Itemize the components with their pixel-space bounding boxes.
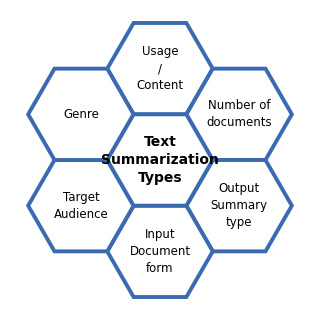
Text: Number of
documents: Number of documents bbox=[206, 99, 272, 129]
Text: Usage
/
Content: Usage / Content bbox=[136, 45, 184, 92]
Text: Output
Summary
type: Output Summary type bbox=[211, 182, 268, 229]
Polygon shape bbox=[107, 206, 213, 297]
Text: Input
Document
form: Input Document form bbox=[129, 228, 191, 275]
Text: Genre: Genre bbox=[63, 108, 99, 121]
Polygon shape bbox=[28, 69, 134, 160]
Text: Target
Audience: Target Audience bbox=[53, 191, 108, 221]
Polygon shape bbox=[186, 114, 213, 160]
Polygon shape bbox=[186, 69, 292, 160]
Polygon shape bbox=[107, 114, 213, 206]
Polygon shape bbox=[186, 160, 292, 251]
Text: Text
Summarization
Types: Text Summarization Types bbox=[101, 135, 219, 185]
Polygon shape bbox=[28, 160, 134, 251]
Polygon shape bbox=[107, 23, 213, 114]
